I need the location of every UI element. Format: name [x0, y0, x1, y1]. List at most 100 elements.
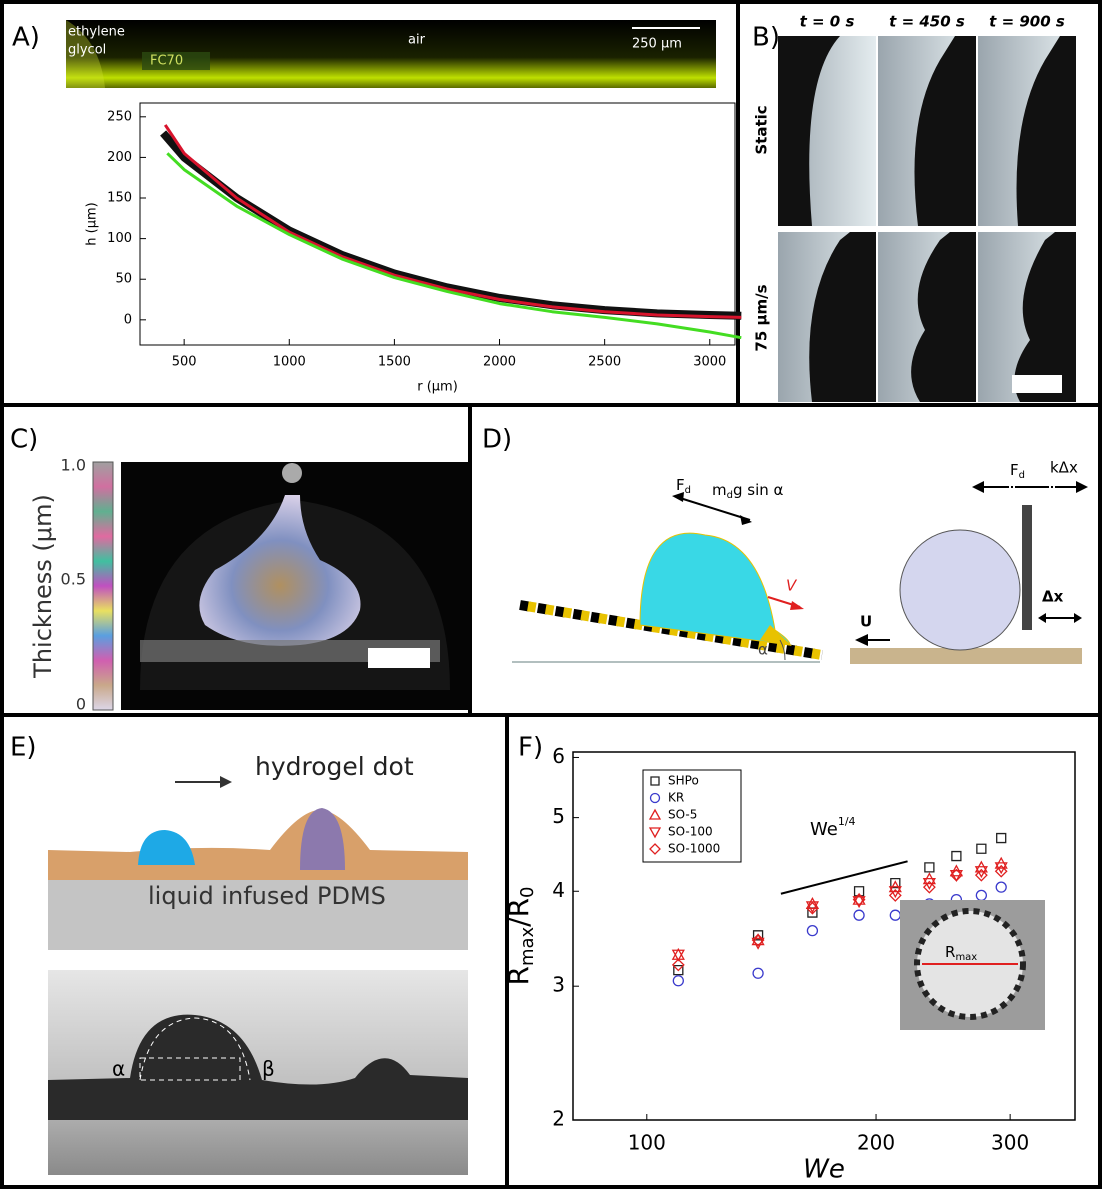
x-axis-label: We — [803, 1155, 845, 1185]
marker — [949, 868, 963, 882]
x-tick-label: 3000 — [693, 355, 726, 370]
marker — [751, 933, 765, 947]
image-label: FC70 — [150, 54, 183, 69]
diagram-label: hydrogel dot — [255, 752, 414, 781]
panel-label: A) — [12, 23, 40, 53]
colorbar-label: Thickness (μm) — [29, 494, 57, 679]
marker — [853, 909, 865, 921]
x-axis-label: r (μm) — [417, 380, 458, 395]
legend-label: SHPo — [668, 774, 699, 788]
plot-frame — [572, 751, 1076, 1121]
thickness-panel: Thickness (μm) 1.0 0.5 0 — [29, 456, 470, 714]
x-tick-label: 2000 — [483, 355, 516, 370]
legend-label: SO-5 — [668, 808, 697, 822]
marker — [805, 901, 819, 915]
marker — [852, 892, 866, 905]
panel-label: D) — [482, 425, 512, 455]
y-tick-label: 50 — [115, 272, 132, 287]
marker — [975, 889, 988, 902]
legend-label: SO-1000 — [668, 842, 720, 856]
x-tick-label: 100 — [628, 1131, 666, 1155]
marker — [805, 897, 820, 910]
legend-marker — [648, 827, 662, 839]
legend-marker — [649, 843, 661, 855]
legend-label: SO-100 — [668, 825, 713, 839]
diagram-label: liquid infused PDMS — [148, 882, 386, 910]
marker — [671, 958, 685, 972]
x-tick-label: 200 — [857, 1131, 895, 1155]
marker — [976, 843, 987, 854]
panel-label: B) — [752, 23, 780, 53]
plot-frame — [139, 102, 736, 346]
x-tick-label: 300 — [991, 1131, 1029, 1155]
x-tick-label: 1500 — [378, 355, 411, 370]
marker — [994, 864, 1008, 878]
marker — [951, 850, 962, 862]
marker — [751, 933, 765, 946]
row-label: 75 μm/s — [753, 284, 771, 351]
x-tick-label: 1000 — [273, 355, 306, 370]
annotation: We1/4 — [810, 815, 856, 840]
image-grid: t = 0 s t = 450 s t = 900 s Static 75 μm… — [753, 13, 1076, 402]
micrograph: ethylene glycol FC70 air 250 μm — [66, 20, 716, 88]
inset-text: max — [955, 952, 977, 963]
row-label: Static — [753, 105, 771, 154]
y-tick-label: 100 — [107, 231, 132, 246]
diagram-label: V — [786, 577, 798, 595]
diagram-label: Δx — [1042, 588, 1064, 606]
x-tick-label: 2500 — [588, 355, 621, 370]
y-axis-label-part: /R — [502, 898, 535, 927]
charts: 500 1000 1500 2000 2500 3000050100150200250r … — [85, 102, 1076, 1185]
image-label: ethylene — [68, 25, 125, 40]
marker — [922, 880, 936, 894]
diagram-label: kΔx — [1050, 459, 1078, 477]
marker — [889, 909, 901, 921]
data-line — [166, 152, 742, 340]
marker — [671, 949, 685, 962]
y-axis-label-part: R — [502, 966, 535, 985]
legend-marker — [650, 776, 660, 786]
marker — [673, 964, 684, 976]
diagram-label: Fd — [1010, 461, 1025, 482]
y-tick-label: 6 — [552, 744, 565, 768]
angle-label: β — [262, 1057, 275, 1081]
panel-label: E) — [10, 733, 37, 763]
marker — [752, 967, 764, 979]
y-tick-label: 2 — [552, 1107, 565, 1131]
y-tick-label: 150 — [107, 191, 132, 206]
image-label: air — [408, 33, 426, 48]
data-line — [160, 130, 742, 320]
slope-line — [780, 860, 908, 895]
marker — [949, 870, 963, 883]
y-axis-label: Rmax/R0 — [502, 886, 538, 985]
y-tick-label: 5 — [552, 804, 565, 828]
annotation-text: We — [810, 819, 838, 840]
marker — [995, 881, 1007, 893]
y-axis-label-part: 0 — [517, 886, 538, 897]
panel-label: F) — [518, 733, 543, 763]
y-tick-label: 4 — [552, 878, 565, 902]
colorbar-tick: 0 — [76, 695, 86, 714]
angle-label: α — [112, 1057, 125, 1081]
marker — [852, 893, 866, 907]
column-label: t = 0 s — [800, 13, 855, 31]
colorbar-tick: 0.5 — [61, 570, 86, 589]
inset-label: Rmax — [945, 943, 977, 964]
hydrogel-panel: hydrogel dot liquid infused PDMS α β — [48, 752, 468, 1175]
y-tick-label: 250 — [107, 109, 132, 124]
diagram-label: α — [758, 641, 768, 659]
y-axis-label-part: max — [517, 926, 538, 966]
legend-marker — [648, 808, 662, 820]
y-tick-label: 3 — [552, 973, 565, 997]
colorbar-tick: 1.0 — [61, 456, 86, 475]
column-label: t = 450 s — [889, 13, 965, 31]
marker — [888, 888, 902, 902]
column-label: t = 900 s — [989, 13, 1065, 31]
force-diagram: Fd mdg sin α V α Fd kΔx Δx U — [512, 459, 1088, 664]
inset-text: R — [945, 943, 955, 961]
panel-label: C) — [10, 425, 38, 455]
image-label: 250 μm — [632, 37, 682, 52]
y-tick-label: 200 — [107, 150, 132, 165]
